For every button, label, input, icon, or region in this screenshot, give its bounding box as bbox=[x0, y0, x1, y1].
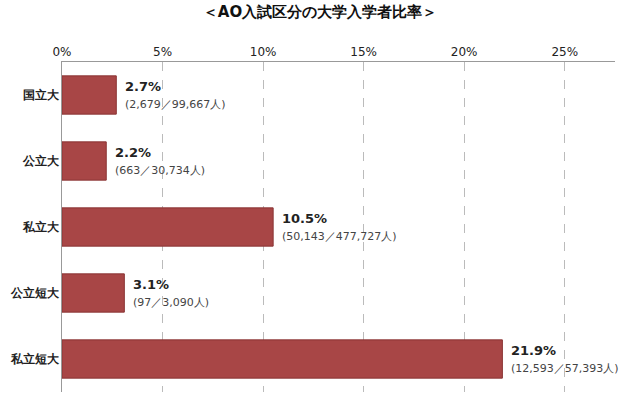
svg-text:0%: 0% bbox=[52, 45, 71, 59]
svg-text:2.2%: 2.2% bbox=[115, 145, 151, 160]
svg-text:2.7%: 2.7% bbox=[125, 79, 161, 94]
svg-text:10%: 10% bbox=[250, 45, 277, 59]
svg-text:私立大: 私立大 bbox=[22, 220, 60, 234]
svg-text:(97／3,090人): (97／3,090人) bbox=[133, 296, 209, 309]
svg-text:(50,143／477,727人): (50,143／477,727人) bbox=[282, 230, 397, 243]
svg-text:20%: 20% bbox=[451, 45, 478, 59]
svg-text:公立大: 公立大 bbox=[22, 154, 60, 168]
svg-text:5%: 5% bbox=[153, 45, 172, 59]
svg-text:(663／30,734人): (663／30,734人) bbox=[115, 164, 205, 177]
svg-text:公立短大: 公立短大 bbox=[10, 286, 60, 300]
svg-text:国立大: 国立大 bbox=[23, 88, 60, 102]
svg-text:3.1%: 3.1% bbox=[133, 277, 169, 292]
svg-text:＜AO入試区分の大学入学者比率＞: ＜AO入試区分の大学入学者比率＞ bbox=[203, 3, 437, 21]
svg-text:私立短大: 私立短大 bbox=[10, 352, 60, 366]
svg-text:10.5%: 10.5% bbox=[282, 211, 327, 226]
svg-text:(2,679／99,667人): (2,679／99,667人) bbox=[125, 98, 226, 111]
svg-text:15%: 15% bbox=[350, 45, 377, 59]
svg-text:(12,593／57,393人): (12,593／57,393人) bbox=[511, 362, 619, 375]
svg-text:21.9%: 21.9% bbox=[511, 343, 556, 358]
svg-text:25%: 25% bbox=[551, 45, 578, 59]
